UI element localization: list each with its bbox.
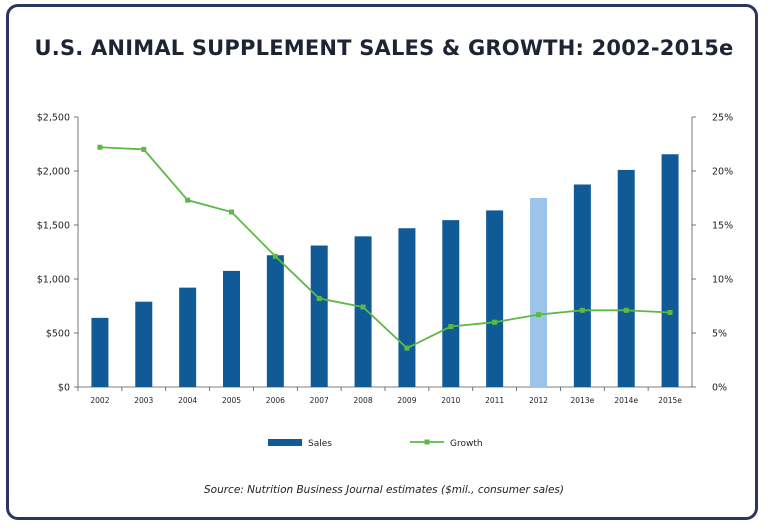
- x-tick-label: 2012: [529, 396, 548, 405]
- growth-point: [536, 312, 541, 318]
- growth-point: [492, 319, 498, 325]
- x-tick-label: 2004: [178, 396, 197, 405]
- sales-bar: [179, 287, 197, 387]
- growth-point: [579, 307, 585, 313]
- y-left-tick-label: $1,500: [37, 221, 70, 232]
- sales-bar: [310, 245, 328, 387]
- sales-bar: [135, 301, 153, 387]
- sales-bar: [223, 270, 240, 387]
- x-tick-label: 2010: [441, 396, 460, 405]
- y-right-tick-label: 5%: [712, 329, 727, 340]
- sales-bar: [617, 169, 635, 387]
- legend-growth-marker: [424, 439, 430, 445]
- legend-sales-swatch: [268, 439, 302, 446]
- sales-bar: [91, 317, 109, 387]
- x-tick-label: 2007: [310, 396, 329, 405]
- legend-sales-label: Sales: [308, 439, 332, 449]
- y-left-tick-label: $500: [46, 329, 70, 340]
- sales-bar: [661, 154, 679, 387]
- legend-growth-label: Growth: [450, 439, 483, 449]
- y-left-tick-label: $2,500: [37, 113, 70, 124]
- growth-line: [99, 146, 671, 350]
- x-tick-label: 2011: [485, 396, 504, 405]
- y-right-tick-label: 15%: [712, 221, 733, 232]
- growth-point: [185, 197, 191, 203]
- sales-bar: [266, 255, 284, 387]
- x-tick-label: 2013e: [571, 396, 595, 405]
- x-tick-label: 2009: [397, 396, 416, 405]
- x-tick-label: 2005: [222, 396, 241, 405]
- y-left-tick-label: $0: [58, 383, 70, 394]
- sales-bar: [530, 198, 547, 387]
- sales-bar: [486, 210, 504, 387]
- chart-title: U.S. ANIMAL SUPPLEMENT SALES & GROWTH: 2…: [34, 36, 734, 60]
- growth-point: [448, 324, 454, 330]
- sales-bar: [573, 184, 591, 387]
- growth-point: [229, 209, 234, 215]
- sales-bar: [398, 228, 416, 387]
- growth-point: [316, 295, 322, 301]
- sales-bar: [354, 236, 372, 387]
- growth-point: [404, 345, 410, 351]
- growth-point: [97, 144, 103, 150]
- growth-point: [667, 309, 673, 315]
- growth-point: [623, 307, 629, 313]
- sales-bar: [442, 220, 460, 387]
- growth-point: [141, 146, 147, 152]
- y-right-tick-label: 20%: [712, 167, 733, 178]
- x-tick-label: 2006: [266, 396, 285, 405]
- y-right-tick-label: 0%: [712, 383, 727, 394]
- x-tick-label: 2014e: [614, 396, 638, 405]
- x-tick-label: 2015e: [658, 396, 682, 405]
- y-right-tick-label: 10%: [712, 275, 733, 286]
- x-tick-label: 2008: [354, 396, 373, 405]
- chart-source-note: Source: Nutrition Business Journal estim…: [204, 484, 564, 496]
- growth-point: [272, 253, 278, 259]
- y-left-tick-label: $2,000: [37, 167, 70, 178]
- y-right-tick-label: 25%: [712, 113, 733, 124]
- x-tick-label: 2002: [90, 396, 109, 405]
- growth-point: [360, 304, 366, 310]
- y-left-tick-label: $1,000: [37, 275, 70, 286]
- x-tick-label: 2003: [134, 396, 153, 405]
